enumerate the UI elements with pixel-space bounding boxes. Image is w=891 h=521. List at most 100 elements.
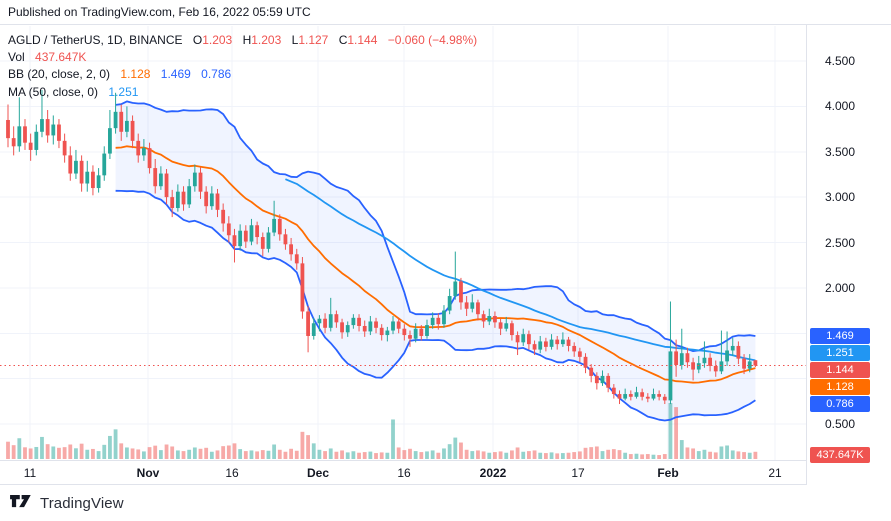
candlestick — [498, 322, 503, 329]
volume-bar — [476, 450, 480, 459]
volume-bar — [555, 453, 560, 459]
time-axis-label: 11 — [23, 466, 37, 480]
volume-bar — [334, 451, 339, 459]
ma-indicator-label[interactable]: MA (50, close, 0) — [8, 84, 99, 99]
volume-bar — [708, 451, 712, 459]
volume-bar — [249, 450, 254, 459]
candlestick — [204, 191, 209, 207]
candlestick — [606, 375, 611, 388]
volume-bar — [232, 443, 237, 459]
volume-bar — [351, 451, 356, 459]
candlestick — [436, 317, 441, 325]
candlestick — [34, 131, 39, 150]
volume-bar — [192, 447, 197, 459]
volume-bar — [419, 452, 424, 459]
volume-bar — [385, 452, 390, 459]
legend-symbol-row: AGLD / TetherUS, 1D, BINANCE O1.203 H1.2… — [8, 32, 477, 49]
volume-bar — [640, 454, 645, 459]
candlestick — [611, 387, 616, 395]
volume-bar — [713, 452, 718, 459]
candlestick — [368, 321, 373, 332]
volume-bar — [685, 447, 690, 459]
volume-bar — [323, 451, 327, 459]
volume-bar — [719, 446, 724, 459]
volume-label[interactable]: Vol — [8, 50, 25, 65]
volume-bar — [725, 445, 729, 459]
volume-bar — [543, 453, 548, 459]
volume-bar — [221, 446, 226, 459]
volume-bar — [487, 452, 492, 459]
bb-lower-line — [115, 189, 756, 422]
candlestick — [725, 350, 729, 362]
candlestick — [74, 160, 78, 174]
candlestick — [164, 173, 169, 198]
volume-bar — [238, 449, 243, 459]
candlestick — [300, 263, 305, 312]
symbol-title[interactable]: AGLD / TetherUS, 1D, BINANCE — [8, 33, 183, 47]
candlestick — [662, 396, 667, 401]
candlestick — [6, 119, 10, 139]
tradingview-logo-icon[interactable] — [10, 495, 32, 512]
volume-bar — [651, 454, 656, 459]
volume-bar — [34, 446, 39, 459]
candlestick — [402, 328, 407, 336]
candlestick — [470, 302, 475, 309]
candlestick — [713, 365, 718, 372]
volume-bar — [430, 450, 435, 459]
price-axis-label: 4.500 — [825, 54, 856, 68]
candlestick — [464, 302, 469, 309]
volume-bar — [527, 451, 531, 459]
volume-bar — [560, 453, 565, 459]
candlestick — [102, 153, 107, 176]
volume-bar — [742, 452, 746, 459]
time-axis[interactable]: 11 Nov 16 Dec 16 2022 17 Feb 21 — [0, 460, 891, 485]
candlestick — [23, 126, 27, 143]
candlestick — [572, 345, 577, 352]
volume-bar — [402, 450, 407, 459]
volume-bar — [606, 449, 611, 459]
volume-bar — [736, 451, 741, 459]
volume-bar — [679, 440, 684, 459]
candlestick — [702, 357, 707, 364]
volume-bar — [164, 444, 169, 459]
candlestick — [340, 322, 344, 333]
bb-basis-line — [115, 145, 756, 384]
volume-bar — [119, 443, 124, 459]
price-badge: 1.128 — [810, 379, 870, 395]
volume-bar — [198, 448, 203, 459]
volume-bar — [153, 445, 158, 459]
candlestick — [651, 394, 656, 399]
tradingview-brand-text[interactable]: TradingView — [40, 495, 124, 512]
volume-bar — [696, 451, 701, 459]
candlestick — [362, 325, 367, 332]
price-axis-label: 4.000 — [825, 99, 856, 114]
candlestick — [623, 394, 628, 399]
volume-bar — [436, 452, 441, 459]
volume-bar — [317, 449, 322, 459]
price-axis-label: 0.500 — [825, 417, 856, 431]
bb-indicator-label[interactable]: BB (20, close, 2, 0) — [8, 67, 111, 82]
volume-bar — [504, 452, 509, 459]
candlestick — [504, 323, 509, 329]
candlestick — [419, 328, 424, 336]
close-label: C — [338, 33, 348, 47]
legend-volume-row: Vol 437.647K — [8, 49, 477, 66]
volume-bar — [368, 451, 373, 459]
volume-bar — [51, 446, 56, 459]
volume-bar — [300, 431, 305, 459]
volume-bar — [577, 451, 582, 459]
volume-bar — [674, 407, 679, 459]
candlestick — [62, 140, 67, 156]
volume-bar — [357, 452, 361, 459]
volume-bar — [702, 449, 707, 459]
candlestick — [413, 328, 418, 339]
candlestick — [221, 209, 226, 224]
time-axis-label: 16 — [225, 466, 239, 480]
volume-bar — [40, 436, 44, 459]
candlestick — [272, 218, 277, 233]
volume-bar — [108, 435, 112, 459]
price-axis[interactable]: 4.500 4.000 3.500 3.000 2.500 2.000 0.500 1.469… — [806, 25, 891, 485]
bb-lower-value: 0.786 — [201, 67, 232, 82]
candlestick — [396, 321, 401, 329]
